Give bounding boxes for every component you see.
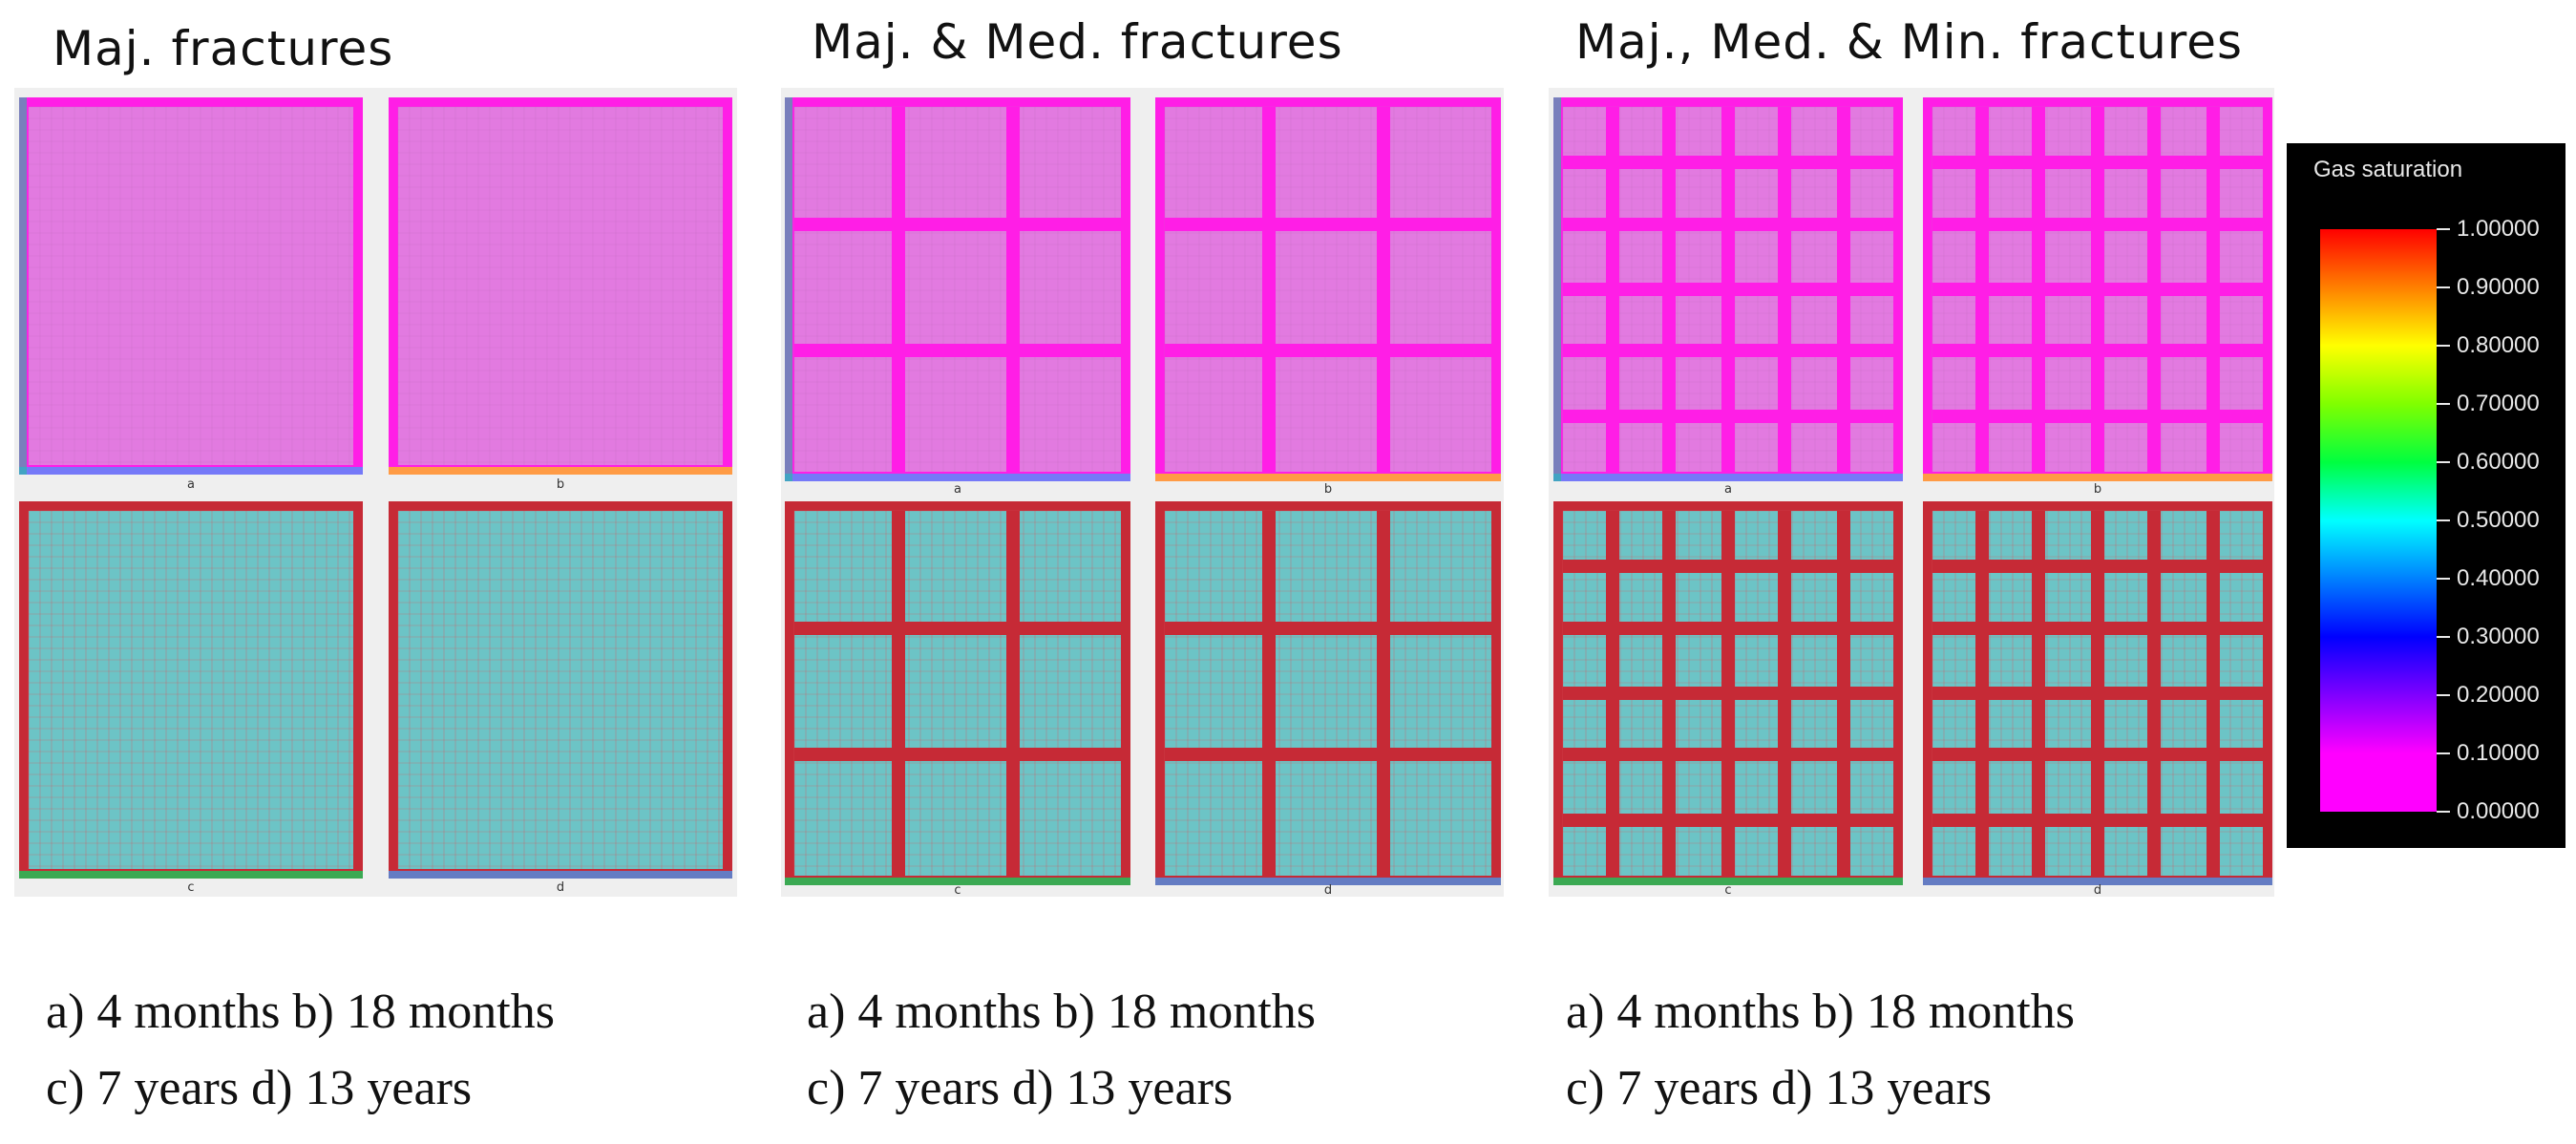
sim-panel-major-medium-b	[1155, 97, 1501, 481]
legend-color-bar	[2320, 229, 2437, 812]
caption-major-line-1: a) 4 months b) 18 months	[46, 985, 555, 1039]
sim-panel-major-medium-a	[785, 97, 1130, 481]
legend-tick-label: 0.40000	[2457, 565, 2540, 591]
panel-label-major-medium-minor-a: a	[1724, 482, 1732, 497]
legend-tick	[2437, 752, 2450, 754]
panel-label-major-b: b	[556, 477, 565, 492]
caption-major-medium-minor-line-2: c) 7 years d) 13 years	[1566, 1061, 1993, 1115]
legend-tick	[2437, 461, 2450, 463]
legend-tick	[2437, 519, 2450, 521]
sim-panel-major-a	[19, 97, 363, 475]
panel-label-major-a: a	[187, 477, 195, 492]
panel-label-major-medium-minor-b: b	[2093, 482, 2102, 497]
caption-major-medium-line-2: c) 7 years d) 13 years	[807, 1061, 1234, 1115]
caption-major-medium-line-1: a) 4 months b) 18 months	[807, 985, 1316, 1039]
sim-panel-major-d	[389, 501, 732, 879]
legend-tick-label: 0.70000	[2457, 391, 2540, 416]
sim-panel-major-b	[389, 97, 732, 475]
panel-label-major-c: c	[187, 880, 195, 895]
panel-label-major-medium-minor-d: d	[2093, 883, 2102, 898]
legend-tick	[2437, 286, 2450, 288]
gas-saturation-legend: Gas saturation 1.00000 0.90000 0.80000 0…	[2287, 143, 2565, 848]
panel-label-major-medium-minor-c: c	[1724, 883, 1732, 898]
panel-label-major-medium-a: a	[954, 482, 961, 497]
panel-label-major-d: d	[556, 880, 565, 895]
sim-panel-major-medium-c	[785, 501, 1130, 885]
panel-label-major-medium-b: b	[1323, 482, 1333, 497]
sim-panel-major-medium-minor-b	[1923, 97, 2272, 481]
legend-tick-label: 0.20000	[2457, 682, 2540, 708]
panel-label-major-medium-c: c	[954, 883, 961, 898]
legend-tick	[2437, 636, 2450, 638]
legend-tick-label: 0.50000	[2457, 507, 2540, 533]
legend-tick	[2437, 403, 2450, 405]
group-title-major-medium: Maj. & Med. fractures	[812, 14, 1343, 70]
sim-panel-major-medium-minor-c	[1553, 501, 1903, 885]
sim-panel-major-medium-d	[1155, 501, 1501, 885]
caption-major-line-2: c) 7 years d) 13 years	[46, 1061, 473, 1115]
legend-tick	[2437, 578, 2450, 580]
group-title-major: Maj. fractures	[53, 21, 394, 76]
legend-title: Gas saturation	[2313, 157, 2463, 182]
panel-label-major-medium-d: d	[1323, 883, 1333, 898]
legend-tick-label: 0.90000	[2457, 274, 2540, 300]
legend-tick-label: 0.00000	[2457, 798, 2540, 824]
legend-tick	[2437, 811, 2450, 813]
legend-tick-label: 0.10000	[2457, 740, 2540, 766]
sim-panel-major-c	[19, 501, 363, 879]
legend-tick	[2437, 228, 2450, 230]
legend-tick-label: 1.00000	[2457, 216, 2540, 242]
legend-tick-label: 0.80000	[2457, 332, 2540, 358]
caption-major-medium-minor-line-1: a) 4 months b) 18 months	[1566, 985, 2075, 1039]
legend-tick-label: 0.30000	[2457, 624, 2540, 649]
legend-tick	[2437, 345, 2450, 347]
legend-tick-label: 0.60000	[2457, 449, 2540, 475]
group-title-major-medium-minor: Maj., Med. & Min. fractures	[1575, 14, 2244, 70]
sim-panel-major-medium-minor-d	[1923, 501, 2272, 885]
sim-panel-major-medium-minor-a	[1553, 97, 1903, 481]
legend-tick	[2437, 694, 2450, 696]
